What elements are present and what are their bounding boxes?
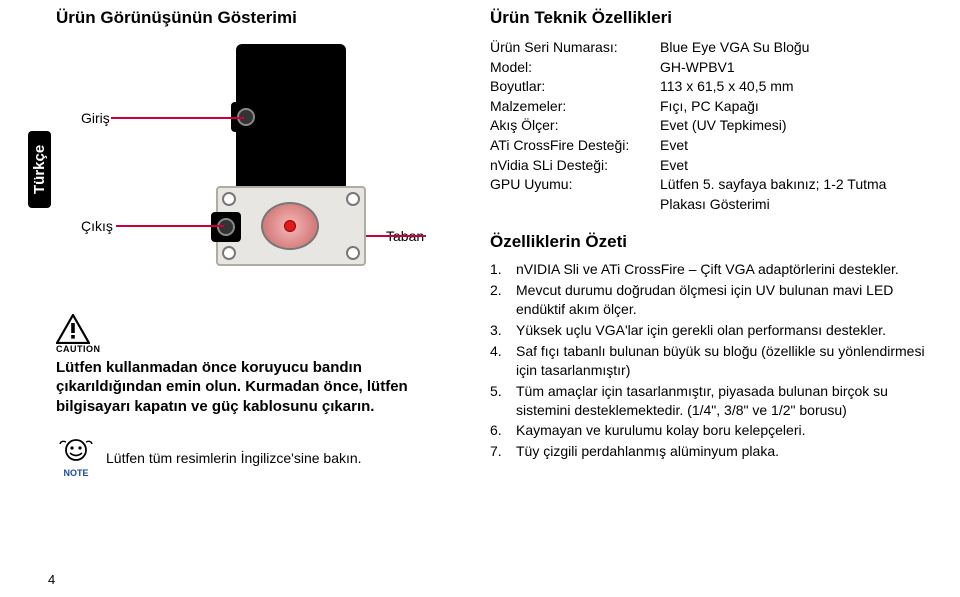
diagram-center-dot	[284, 220, 296, 232]
feature-text: Kaymayan ve kurulumu kolay boru kelepçel…	[516, 421, 805, 440]
features-list: 1.nVIDIA Sli ve ATi CrossFire – Çift VGA…	[490, 260, 930, 461]
language-tab: Türkçe	[28, 131, 51, 208]
spec-row: Ürün Seri Numarası:Blue Eye VGA Su Bloğu	[490, 38, 930, 58]
diagram-fitting-outlet	[211, 212, 241, 242]
feature-num: 7.	[490, 442, 516, 461]
features-title: Özelliklerin Özeti	[490, 232, 930, 252]
diagram-fitting-inlet	[231, 102, 261, 132]
feature-item: 2.Mevcut durumu doğrudan ölçmesi için UV…	[490, 281, 930, 319]
feature-num: 3.	[490, 321, 516, 340]
spec-row: Model:GH-WPBV1	[490, 58, 930, 78]
spec-key: Ürün Seri Numarası:	[490, 38, 660, 58]
feature-text: Tüy çizgili perdahlanmış alüminyum plaka…	[516, 442, 779, 461]
feature-item: 4.Saf fıçı tabanlı bulunan büyük su bloğ…	[490, 342, 930, 380]
right-column: Ürün Teknik Özellikleri Ürün Seri Numara…	[460, 8, 930, 589]
diagram-hole	[346, 246, 360, 260]
appearance-title: Ürün Görünüşünün Gösterimi	[56, 8, 450, 28]
callout-inlet: Giriş	[81, 110, 110, 126]
note-icon: NOTE	[56, 438, 96, 478]
spec-val: Fıçı, PC Kapağı	[660, 97, 930, 117]
feature-item: 1.nVIDIA Sli ve ATi CrossFire – Çift VGA…	[490, 260, 930, 279]
caution-label: CAUTION	[56, 344, 101, 356]
specs-title: Ürün Teknik Özellikleri	[490, 8, 930, 28]
feature-item: 3.Yüksek uçlu VGA'lar için gerekli olan …	[490, 321, 930, 340]
feature-item: 7.Tüy çizgili perdahlanmış alüminyum pla…	[490, 442, 930, 461]
caution-block: CAUTION Lütfen kullanmadan önce koruyucu…	[56, 314, 450, 416]
callout-outlet: Çıkış	[81, 218, 113, 234]
feature-item: 5.Tüm amaçlar için tasarlanmıştır, piyas…	[490, 382, 930, 420]
spec-key: Boyutlar:	[490, 77, 660, 97]
left-column: Ürün Görünüşünün Gösterimi Giriş Çıkış T…	[50, 8, 460, 589]
feature-num: 1.	[490, 260, 516, 279]
callout-base: Taban	[386, 228, 424, 244]
feature-num: 2.	[490, 281, 516, 319]
spec-val: 113 x 61,5 x 40,5 mm	[660, 77, 930, 97]
spec-row: ATi CrossFire Desteği:Evet	[490, 136, 930, 156]
spec-row: Malzemeler:Fıçı, PC Kapağı	[490, 97, 930, 117]
feature-text: Yüksek uçlu VGA'lar için gerekli olan pe…	[516, 321, 886, 340]
diagram-hole	[222, 192, 236, 206]
spec-val: GH-WPBV1	[660, 58, 930, 78]
feature-item: 6.Kaymayan ve kurulumu kolay boru kelepç…	[490, 421, 930, 440]
spec-row: Akış Ölçer:Evet (UV Tepkimesi)	[490, 116, 930, 136]
feature-num: 5.	[490, 382, 516, 420]
note-label: NOTE	[63, 468, 88, 478]
page-root: Türkçe Ürün Görünüşünün Gösterimi Giriş …	[0, 0, 960, 597]
spec-val: Evet	[660, 156, 930, 176]
spec-val: Evet (UV Tepkimesi)	[660, 116, 930, 136]
caution-icon: CAUTION	[56, 314, 450, 356]
diagram-hole	[222, 246, 236, 260]
spec-row: GPU Uyumu:Lütfen 5. sayfaya bakınız; 1-2…	[490, 175, 930, 214]
feature-num: 6.	[490, 421, 516, 440]
spec-key: nVidia SLi Desteği:	[490, 156, 660, 176]
spec-key: GPU Uyumu:	[490, 175, 660, 214]
spec-val: Evet	[660, 136, 930, 156]
spec-row: nVidia SLi Desteği:Evet	[490, 156, 930, 176]
diagram-hole	[346, 192, 360, 206]
spec-key: ATi CrossFire Desteği:	[490, 136, 660, 156]
note-block: NOTE Lütfen tüm resimlerin İngilizce'sin…	[56, 438, 450, 478]
feature-text: Tüm amaçlar için tasarlanmıştır, piyasad…	[516, 382, 930, 420]
feature-text: Mevcut durumu doğrudan ölçmesi için UV b…	[516, 281, 930, 319]
spec-table: Ürün Seri Numarası:Blue Eye VGA Su Bloğu…	[490, 38, 930, 214]
spec-row: Boyutlar:113 x 61,5 x 40,5 mm	[490, 77, 930, 97]
page-number: 4	[48, 572, 55, 587]
spec-key: Malzemeler:	[490, 97, 660, 117]
feature-num: 4.	[490, 342, 516, 380]
feature-text: nVIDIA Sli ve ATi CrossFire – Çift VGA a…	[516, 260, 899, 279]
spec-key: Model:	[490, 58, 660, 78]
spec-key: Akış Ölçer:	[490, 116, 660, 136]
language-tab-column: Türkçe	[20, 8, 50, 589]
spec-val: Lütfen 5. sayfaya bakınız; 1-2 Tutma Pla…	[660, 175, 930, 214]
note-text: Lütfen tüm resimlerin İngilizce'sine bak…	[106, 450, 362, 466]
product-diagram: Giriş Çıkış Taban	[56, 44, 450, 294]
caution-text: Lütfen kullanmadan önce koruyucu bandın …	[56, 358, 450, 417]
spec-val: Blue Eye VGA Su Bloğu	[660, 38, 930, 58]
feature-text: Saf fıçı tabanlı bulunan büyük su bloğu …	[516, 342, 930, 380]
